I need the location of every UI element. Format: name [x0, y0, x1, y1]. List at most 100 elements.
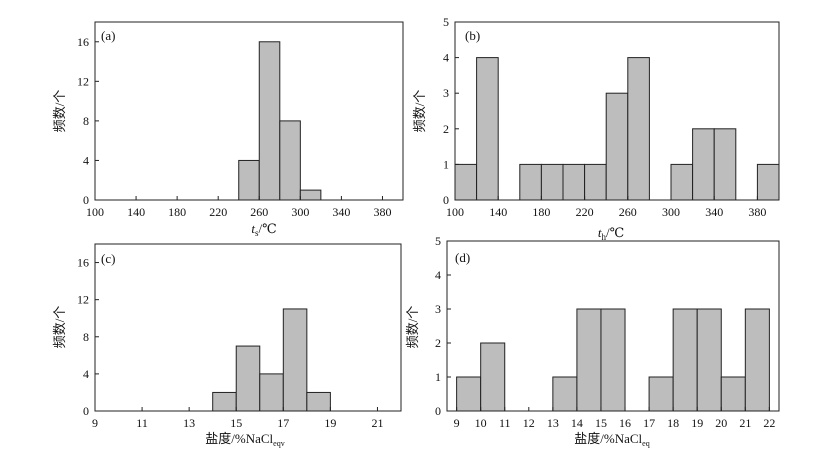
- panel-b-bar: [670, 163, 694, 201]
- panel-c-bar: [235, 345, 261, 412]
- panel-d-plot-frame: [446, 240, 780, 412]
- panel-b-plot-frame: [454, 21, 780, 201]
- panel-c-ytick-label: 16: [77, 256, 89, 270]
- panel-b-xtick-label: 180: [532, 205, 550, 219]
- panel-b-xlabel-unit: /℃: [606, 225, 624, 240]
- panel-a-ytick-label: 4: [83, 153, 89, 167]
- panel-b-ytick-label: 3: [443, 86, 449, 100]
- panel-a-xlabel-sub: s: [255, 228, 259, 238]
- panel-b-ytick-label: 2: [443, 122, 449, 136]
- panel-c-xtick-label: 9: [92, 416, 98, 430]
- panel-b-bar: [540, 163, 564, 201]
- panel-d-bar: [456, 376, 482, 412]
- panel-d-xtick-label: 17: [643, 416, 655, 430]
- panel-c-bar: [212, 391, 237, 412]
- panel-b-ytick-label: 5: [443, 15, 449, 29]
- panel-c: (c) 0 4 8 12 16 9 11 13 15 17 19 21 频数/个 盐度/%NaCle…: [52, 243, 402, 448]
- panel-a-xtick-label: 340: [332, 205, 350, 219]
- panel-d-xlabel-sub: eq: [642, 439, 650, 448]
- panel-a-xlabel: ts/℃: [251, 221, 276, 238]
- panel-d-bar: [672, 308, 698, 412]
- panel-a-ytick-label: 12: [77, 74, 89, 88]
- panel-d-ytick-label: 0: [435, 404, 441, 418]
- panel-c-plot-frame: [94, 243, 402, 412]
- panel-b-label: (b): [465, 28, 480, 43]
- panel-d-xticks: 9 10 11 12 13 14 15 16 17 18 19 20 21 22: [454, 407, 775, 430]
- panel-a-ytick-label: 16: [77, 35, 89, 49]
- panel-c-yticks: 0 4 8 12 16: [77, 256, 99, 418]
- panel-d-bar: [648, 376, 674, 412]
- panel-a-xticks: 100 140 180 220 260 300 340 380: [86, 196, 391, 219]
- panel-a-ytick-label: 8: [83, 114, 89, 128]
- panel-c-label: (c): [101, 251, 115, 266]
- panel-c-xtick-label: 11: [136, 416, 148, 430]
- panel-b-bar: [627, 57, 650, 201]
- panel-b-xtick-label: 340: [705, 205, 723, 219]
- panel-d-xtick-label: 19: [691, 416, 703, 430]
- panel-b-xtick-label: 140: [489, 205, 507, 219]
- panel-a: (a) 0 4 8 12 16 100 140 180 220 260 300 340 380 频数/…: [52, 21, 404, 238]
- panel-c-bar: [282, 308, 308, 412]
- panel-a-xtick-label: 140: [127, 205, 145, 219]
- panel-a-xtick-label: 180: [168, 205, 186, 219]
- panel-c-bars: [212, 308, 331, 412]
- panel-b-xtick-label: 100: [446, 205, 464, 219]
- panel-a-xtick-label: 300: [291, 205, 309, 219]
- panel-b-bar: [713, 128, 737, 201]
- panel-d-xlabel: 盐度/%NaCleq: [574, 431, 649, 448]
- panel-d-xtick-label: 14: [571, 416, 583, 430]
- panel-c-xtick-label: 21: [371, 416, 383, 430]
- panel-c-ytick-label: 4: [83, 367, 89, 381]
- panel-b-yticks: 0 1 2 3 4 5: [443, 15, 459, 207]
- panel-c-ytick-label: 8: [83, 330, 89, 344]
- panel-b-xtick-label: 220: [576, 205, 594, 219]
- panel-c-xticks: 9 11 13 15 17 19 21: [92, 407, 383, 430]
- panel-b-xlabel-main: t: [598, 225, 602, 240]
- panel-a-xlabel-unit: /℃: [258, 221, 276, 236]
- panel-a-bar: [299, 189, 322, 201]
- panel-d-xtick-label: 20: [715, 416, 727, 430]
- panel-b-bars: [454, 57, 780, 201]
- panel-d-yticks: 0 1 2 3 4 5: [435, 234, 451, 418]
- panel-d-xtick-label: 16: [619, 416, 631, 430]
- panel-a-label: (a): [101, 28, 115, 43]
- panel-d-ylabel: 频数/个: [405, 306, 420, 349]
- panel-d-ytick-label: 1: [435, 370, 441, 384]
- panel-a-xtick-label: 100: [86, 205, 104, 219]
- panel-c-xlabel: 盐度/%NaCleqv: [205, 431, 284, 448]
- panel-d-bar: [744, 308, 770, 412]
- panel-b-xticks: 100 140 180 220 260 300 340 380: [446, 196, 766, 219]
- panel-d-bar: [576, 308, 602, 412]
- panel-d-ytick-label: 4: [435, 268, 441, 282]
- panel-d-bar: [720, 376, 746, 412]
- panel-d-bar: [480, 342, 506, 412]
- panel-b-ytick-label: 1: [443, 157, 449, 171]
- panel-b: (b) 0 1 2 3 4 5 100 140 180 220 260 300 340 380 频数/个…: [412, 15, 780, 242]
- panel-a-bar: [258, 41, 281, 201]
- panel-a-bars: [238, 41, 322, 201]
- panel-b-xtick-label: 300: [662, 205, 680, 219]
- panel-a-xlabel-main: t: [251, 221, 255, 236]
- panel-d-xtick-label: 13: [547, 416, 559, 430]
- panel-b-ytick-label: 4: [443, 51, 449, 65]
- panel-a-xtick-label: 380: [373, 205, 391, 219]
- panel-c-ylabel: 频数/个: [52, 306, 67, 349]
- panel-d-bar: [552, 376, 578, 412]
- panel-d-bar: [696, 308, 722, 412]
- panel-a-plot-frame: [94, 21, 404, 201]
- panel-d-xtick-label: 15: [595, 416, 607, 430]
- panel-a-yticks: 0 4 8 12 16: [77, 35, 99, 207]
- panel-b-xtick-label: 380: [748, 205, 766, 219]
- panel-b-ytick-label: 0: [443, 193, 449, 207]
- panel-d-ytick-label: 5: [435, 234, 441, 248]
- panel-c-ytick-label: 0: [83, 404, 89, 418]
- panel-d-xtick-label: 21: [739, 416, 751, 430]
- panel-a-ytick-label: 0: [83, 193, 89, 207]
- panel-b-xtick-label: 260: [619, 205, 637, 219]
- panel-c-xtick-label: 15: [230, 416, 242, 430]
- panel-c-ytick-label: 12: [77, 293, 89, 307]
- panel-a-ylabel: 频数/个: [52, 90, 67, 133]
- panel-c-xlabel-main: 盐度/%NaCl: [205, 431, 273, 446]
